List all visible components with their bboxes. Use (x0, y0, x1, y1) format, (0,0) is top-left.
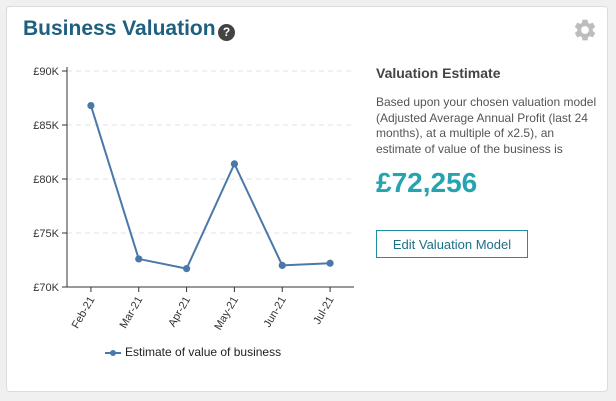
x-tick-label: Mar-21 (118, 295, 146, 331)
legend-swatch (105, 348, 121, 358)
card-title: Business Valuation (23, 17, 216, 40)
data-point (135, 255, 143, 263)
valuation-estimate-heading: Valuation Estimate (376, 65, 501, 81)
data-point (230, 160, 239, 168)
edit-valuation-model-button[interactable]: Edit Valuation Model (376, 230, 528, 258)
legend-label: Estimate of value of business (125, 345, 282, 359)
y-tick-label: £80K (33, 174, 59, 186)
y-tick-label: £70K (33, 282, 59, 294)
y-tick-label: £90K (33, 66, 59, 78)
data-point (278, 261, 286, 269)
valuation-estimate-panel: Valuation Estimate Based upon your chose… (376, 65, 598, 199)
x-tick-label: May-21 (212, 295, 241, 333)
y-tick-label: £75K (33, 228, 59, 240)
valuation-line-chart: £90K £85K £80K £75K £70K Feb-21 Mar-21 Apr-21 Ma… (33, 66, 354, 333)
x-tick-label: Jul-21 (311, 295, 336, 327)
valuation-amount: £72,256 (376, 167, 478, 198)
data-point (326, 259, 334, 267)
x-tick-label: Apr-21 (166, 295, 193, 330)
y-tick-label: £85K (33, 120, 59, 132)
chart-legend[interactable]: Estimate of value of business (105, 345, 281, 359)
series-line (89, 105, 331, 270)
question-circle-icon[interactable]: ? (218, 24, 235, 41)
x-tick-label: Feb-21 (70, 295, 98, 331)
x-tick-label: Jun-21 (262, 295, 289, 330)
gear-icon[interactable] (572, 17, 598, 43)
business-valuation-card: Business Valuation ? £90K £85K £80K £75K £70… (6, 6, 608, 392)
valuation-description: Based upon your chosen valuation model (… (376, 95, 597, 156)
data-point (87, 101, 95, 110)
data-point (182, 265, 191, 273)
